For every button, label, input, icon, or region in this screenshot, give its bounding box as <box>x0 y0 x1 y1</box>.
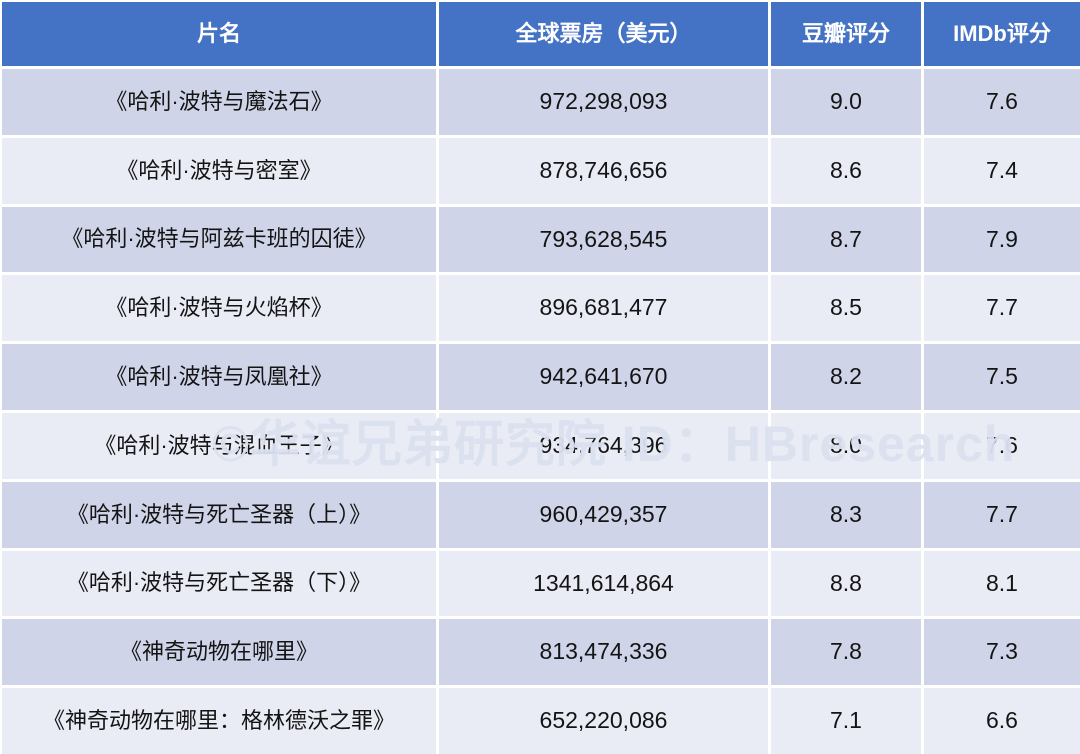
column-header-title: 片名 <box>2 2 436 66</box>
douban-rating-cell: 7.1 <box>771 688 921 754</box>
box-office-cell: 878,746,656 <box>439 137 768 204</box>
box-office-cell: 813,474,336 <box>439 619 768 686</box>
box-office-cell: 652,220,086 <box>439 688 768 754</box>
column-header-box-office: 全球票房（美元） <box>439 2 768 66</box>
imdb-rating-cell: 7.9 <box>924 206 1080 273</box>
douban-rating-cell: 8.8 <box>771 550 921 617</box>
imdb-rating-cell: 8.1 <box>924 550 1080 617</box>
douban-rating-cell: 8.5 <box>771 275 921 342</box>
movie-title-cell: 《神奇动物在哪里》 <box>2 619 436 686</box>
movie-title-cell: 《哈利·波特与火焰杯》 <box>2 275 436 342</box>
movie-title-cell: 《哈利·波特与密室》 <box>2 137 436 204</box>
box-office-cell: 934,764,396 <box>439 413 768 479</box>
douban-rating-cell: 8.7 <box>771 206 921 273</box>
movie-title-cell: 《神奇动物在哪里：格林德沃之罪》 <box>2 688 436 754</box>
imdb-rating-cell: 7.5 <box>924 344 1080 410</box>
box-office-cell: 896,681,477 <box>439 275 768 342</box>
douban-rating-cell: 8.2 <box>771 344 921 410</box>
box-office-cell: 1341,614,864 <box>439 550 768 617</box>
movie-title-cell: 《哈利·波特与凤凰社》 <box>2 344 436 410</box>
column-header-douban: 豆瓣评分 <box>771 2 921 66</box>
douban-rating-cell: 7.8 <box>771 619 921 686</box>
imdb-rating-cell: 7.6 <box>924 413 1080 479</box>
imdb-rating-cell: 7.4 <box>924 137 1080 204</box>
box-office-cell: 960,429,357 <box>439 481 768 548</box>
box-office-cell: 942,641,670 <box>439 344 768 410</box>
movie-title-cell: 《哈利·波特与混血王子》 <box>2 413 436 479</box>
imdb-rating-cell: 7.7 <box>924 275 1080 342</box>
movie-title-cell: 《哈利·波特与阿兹卡班的囚徒》 <box>2 206 436 273</box>
movie-title-cell: 《哈利·波特与死亡圣器（上）》 <box>2 481 436 548</box>
box-office-cell: 972,298,093 <box>439 69 768 135</box>
imdb-rating-cell: 6.6 <box>924 688 1080 754</box>
douban-rating-cell: 8.3 <box>771 481 921 548</box>
imdb-rating-cell: 7.6 <box>924 69 1080 135</box>
imdb-rating-cell: 7.7 <box>924 481 1080 548</box>
movie-title-cell: 《哈利·波特与死亡圣器（下）》 <box>2 550 436 617</box>
movie-title-cell: 《哈利·波特与魔法石》 <box>2 69 436 135</box>
imdb-rating-cell: 7.3 <box>924 619 1080 686</box>
box-office-cell: 793,628,545 <box>439 206 768 273</box>
column-header-imdb: IMDb评分 <box>924 2 1080 66</box>
douban-rating-cell: 8.0 <box>771 413 921 479</box>
douban-rating-cell: 9.0 <box>771 69 921 135</box>
douban-rating-cell: 8.6 <box>771 137 921 204</box>
